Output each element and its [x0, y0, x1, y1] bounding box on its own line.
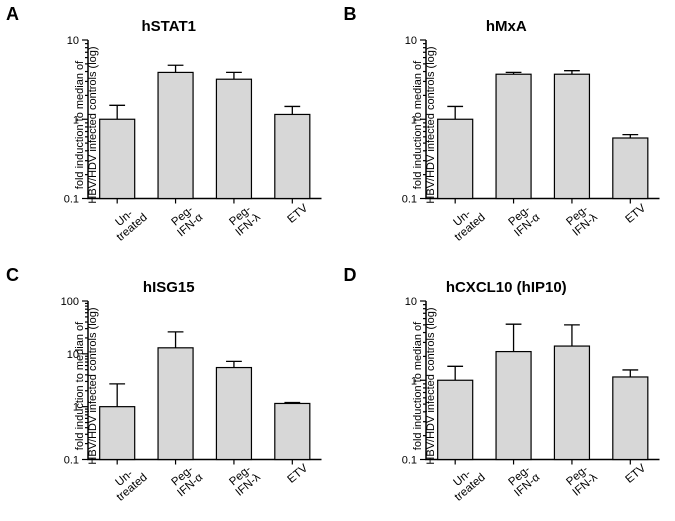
bar — [216, 79, 251, 198]
x-tick-label: ETV — [624, 463, 649, 486]
x-axis-labels: Un- treated Peg- IFN-α Peg- IFN-λ ETV — [426, 203, 660, 255]
x-tick-label: Peg- IFN-α — [505, 203, 542, 239]
y-tick-label: 100 — [61, 296, 79, 308]
bar — [612, 138, 647, 199]
plot-area: 0.1110 — [88, 40, 322, 199]
panel-D: DhCXCL10 (hIP10)fold induction to median… — [338, 261, 675, 521]
y-tick-label: 1 — [73, 114, 79, 126]
chart-title: hISG15 — [0, 279, 338, 296]
bar — [100, 406, 135, 459]
bar — [275, 114, 310, 198]
y-tick-label: 1 — [410, 114, 416, 126]
x-tick-label: Peg- IFN-α — [168, 203, 205, 239]
bar — [158, 347, 193, 459]
panel-grid: AhSTAT1fold induction to median of HBV/H… — [0, 0, 675, 521]
x-tick-label: Un- treated — [445, 203, 487, 244]
x-tick-label: Peg- IFN-λ — [226, 203, 262, 239]
chart-title: hSTAT1 — [0, 18, 338, 35]
x-tick-label: Un- treated — [445, 463, 487, 504]
plot-area: 0.1110 — [426, 301, 660, 460]
bar — [554, 346, 589, 459]
x-axis-labels: Un- treated Peg- IFN-α Peg- IFN-λ ETV — [426, 463, 660, 515]
y-tick-label: 0.1 — [401, 454, 416, 466]
bar — [496, 351, 531, 459]
plot-area: 0.1110100 — [88, 301, 322, 460]
chart-svg: 0.1110 — [88, 40, 322, 199]
y-tick-label: 1 — [73, 401, 79, 413]
chart-title: hMxA — [338, 18, 675, 35]
chart-svg: 0.1110 — [426, 40, 660, 199]
y-tick-label: 10 — [67, 348, 79, 360]
plot-area: 0.1110 — [426, 40, 660, 199]
chart-svg: 0.1110 — [426, 301, 660, 460]
panel-A: AhSTAT1fold induction to median of HBV/H… — [0, 0, 338, 261]
bar — [554, 74, 589, 198]
bar — [437, 380, 472, 459]
x-tick-label: Peg- IFN-λ — [564, 463, 600, 499]
bar — [275, 403, 310, 459]
y-tick-label: 0.1 — [401, 194, 416, 206]
x-tick-label: ETV — [286, 203, 311, 226]
x-tick-label: ETV — [624, 203, 649, 226]
x-tick-label: Peg- IFN-α — [505, 463, 542, 499]
chart-title: hCXCL10 (hIP10) — [338, 279, 675, 296]
chart-svg: 0.1110100 — [88, 301, 322, 460]
y-tick-label: 10 — [404, 296, 416, 308]
x-axis-labels: Un- treated Peg- IFN-α Peg- IFN-λ ETV — [88, 463, 322, 515]
x-axis-labels: Un- treated Peg- IFN-α Peg- IFN-λ ETV — [88, 203, 322, 255]
y-tick-label: 0.1 — [64, 454, 79, 466]
bar — [100, 119, 135, 198]
x-tick-label: Un- treated — [108, 203, 150, 244]
panel-C: ChISG15fold induction to median of HBV/H… — [0, 261, 338, 521]
y-tick-label: 10 — [67, 35, 79, 47]
x-tick-label: ETV — [286, 463, 311, 486]
y-tick-label: 0.1 — [64, 194, 79, 206]
x-tick-label: Peg- IFN-λ — [564, 203, 600, 239]
x-tick-label: Peg- IFN-α — [168, 463, 205, 499]
y-tick-label: 10 — [404, 35, 416, 47]
x-tick-label: Un- treated — [108, 463, 150, 504]
y-tick-label: 1 — [410, 375, 416, 387]
bar — [216, 367, 251, 459]
bar — [496, 74, 531, 198]
bar — [437, 119, 472, 198]
x-tick-label: Peg- IFN-λ — [226, 463, 262, 499]
bar — [612, 376, 647, 459]
bar — [158, 72, 193, 198]
panel-B: BhMxAfold induction to median of HBV/HDV… — [338, 0, 675, 261]
